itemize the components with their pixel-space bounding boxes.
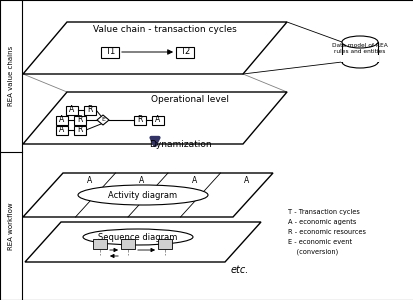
Text: Operational level: Operational level	[151, 95, 228, 104]
Text: Value chain - transaction cycles: Value chain - transaction cycles	[93, 26, 236, 34]
FancyBboxPatch shape	[74, 125, 86, 134]
Text: T - Transaction cycles: T - Transaction cycles	[287, 209, 359, 215]
Text: A: A	[59, 116, 64, 124]
Text: A: A	[155, 116, 160, 124]
Text: REA value chains: REA value chains	[8, 46, 14, 106]
Text: Data model of REA
rules and entities: Data model of REA rules and entities	[331, 43, 387, 54]
Polygon shape	[340, 55, 378, 62]
FancyBboxPatch shape	[74, 116, 86, 124]
Text: A: A	[191, 176, 197, 185]
Text: R: R	[137, 116, 142, 124]
Text: R: R	[87, 106, 93, 115]
FancyBboxPatch shape	[176, 46, 194, 58]
Text: A: A	[69, 106, 74, 115]
FancyBboxPatch shape	[93, 239, 107, 249]
Text: R: R	[77, 116, 83, 124]
Text: E - economic event: E - economic event	[287, 239, 351, 245]
Text: R: R	[77, 125, 83, 134]
FancyBboxPatch shape	[101, 46, 119, 58]
Text: A: A	[59, 125, 64, 134]
Text: Activity diagram: Activity diagram	[108, 190, 177, 200]
Polygon shape	[23, 173, 272, 217]
Polygon shape	[23, 22, 286, 74]
Ellipse shape	[78, 185, 207, 205]
FancyBboxPatch shape	[134, 116, 146, 124]
Polygon shape	[23, 92, 286, 144]
FancyBboxPatch shape	[66, 106, 78, 115]
Text: A: A	[86, 176, 92, 185]
Ellipse shape	[341, 56, 377, 68]
Polygon shape	[25, 222, 260, 262]
Polygon shape	[341, 42, 377, 62]
Text: Dynamization: Dynamization	[148, 140, 211, 149]
Polygon shape	[97, 115, 109, 125]
Text: etc.: etc.	[230, 265, 249, 275]
FancyBboxPatch shape	[158, 239, 171, 249]
Text: (conversion): (conversion)	[287, 249, 337, 255]
Text: REA workflow: REA workflow	[8, 202, 14, 250]
Text: A - economic agents: A - economic agents	[287, 219, 356, 225]
FancyBboxPatch shape	[121, 239, 135, 249]
Text: R - economic resources: R - economic resources	[287, 229, 365, 235]
Ellipse shape	[83, 229, 192, 245]
Text: A: A	[139, 176, 144, 185]
Text: Sequence diagram: Sequence diagram	[98, 232, 177, 242]
FancyBboxPatch shape	[152, 116, 164, 124]
Text: A: A	[244, 176, 249, 185]
Text: T2: T2	[179, 47, 190, 56]
Ellipse shape	[341, 36, 377, 48]
Text: E: E	[101, 118, 104, 122]
Text: T1: T1	[104, 47, 115, 56]
FancyBboxPatch shape	[56, 116, 68, 124]
FancyBboxPatch shape	[56, 125, 68, 134]
FancyBboxPatch shape	[84, 106, 96, 115]
